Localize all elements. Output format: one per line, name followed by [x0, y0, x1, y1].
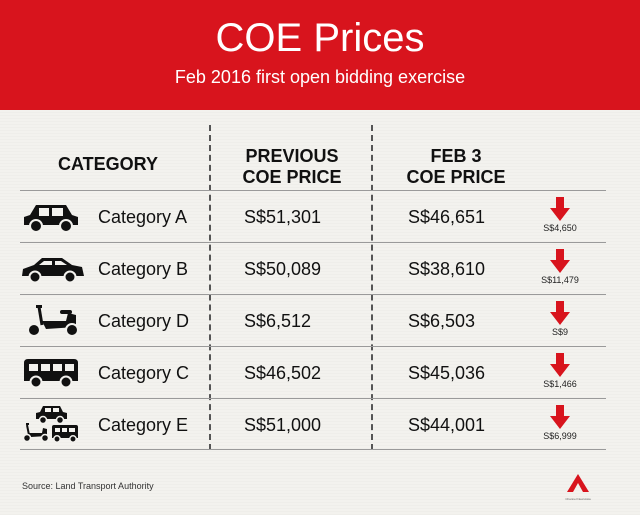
category-label: Category C: [98, 363, 190, 383]
previous-price: S$51,000: [244, 415, 322, 435]
price-drop: S$4,650: [532, 197, 588, 239]
category-label: Category D: [98, 311, 190, 331]
down-arrow-icon: [550, 301, 570, 325]
car-icon: [20, 199, 82, 235]
price-drop-amount: S$9: [551, 327, 568, 337]
price-drop: S$6,999: [532, 405, 588, 447]
price-drop: S$11,479: [532, 249, 588, 291]
previous-price: S$50,089: [244, 259, 322, 279]
table-row: Category B S$50,089 S$38,610 S$11,479: [20, 242, 606, 294]
category-label: Category B: [98, 259, 189, 279]
column-divider: [209, 125, 211, 450]
feb3-price: S$38,610: [408, 259, 486, 279]
table-row: Category C S$46,502 S$45,036 S$1,466: [20, 346, 606, 398]
price-drop: S$9: [532, 301, 588, 343]
down-arrow-icon: [550, 249, 570, 273]
feb3-price: S$44,001: [408, 415, 486, 435]
price-drop-amount: S$11,479: [541, 275, 579, 285]
channel-newsasia-logo-icon: [567, 474, 589, 492]
column-divider: [371, 125, 373, 450]
down-arrow-icon: [550, 405, 570, 429]
previous-price: S$51,301: [244, 207, 322, 227]
category-label: Category A: [98, 207, 188, 227]
header-category: CATEGORY: [57, 154, 158, 174]
sedan-icon: [20, 251, 84, 287]
category-label: Category E: [98, 415, 189, 435]
mixed-vehicles-icon: [20, 406, 82, 443]
down-arrow-icon: [550, 353, 570, 377]
scooter-icon: [20, 303, 82, 339]
van-icon: [20, 355, 82, 391]
price-drop-amount: S$4,650: [543, 223, 577, 233]
page-title: COE Prices: [215, 16, 425, 60]
source-note: Source: Land Transport Authority: [22, 481, 154, 491]
table-row: Category E S$51,000 S$44,001 S$6,999: [20, 398, 606, 450]
down-arrow-icon: [550, 197, 570, 221]
feb3-price: S$6,503: [408, 311, 476, 331]
price-drop: S$1,466: [532, 353, 588, 395]
header-feb3-price: FEB 3 COE PRICE: [406, 146, 506, 187]
header-banner: COE Prices Feb 2016 first open bidding e…: [0, 0, 640, 110]
table-row: Category D S$6,512 S$6,503 S$9: [20, 294, 606, 346]
logo-tagline: Channel NewsAsia: [565, 497, 591, 501]
previous-price: S$6,512: [244, 311, 312, 331]
previous-price: S$46,502: [244, 363, 322, 383]
feb3-price: S$46,651: [408, 207, 486, 227]
header-previous-price: PREVIOUS COE PRICE: [242, 146, 342, 187]
channel-logo: Channel NewsAsia: [564, 474, 592, 501]
feb3-price: S$45,036: [408, 363, 486, 383]
price-drop-amount: S$6,999: [543, 431, 577, 441]
price-drop-amount: S$1,466: [543, 379, 577, 389]
page-subtitle: Feb 2016 first open bidding exercise: [174, 67, 466, 87]
table-row: Category A S$51,301 S$46,651 S$4,650: [20, 190, 606, 242]
